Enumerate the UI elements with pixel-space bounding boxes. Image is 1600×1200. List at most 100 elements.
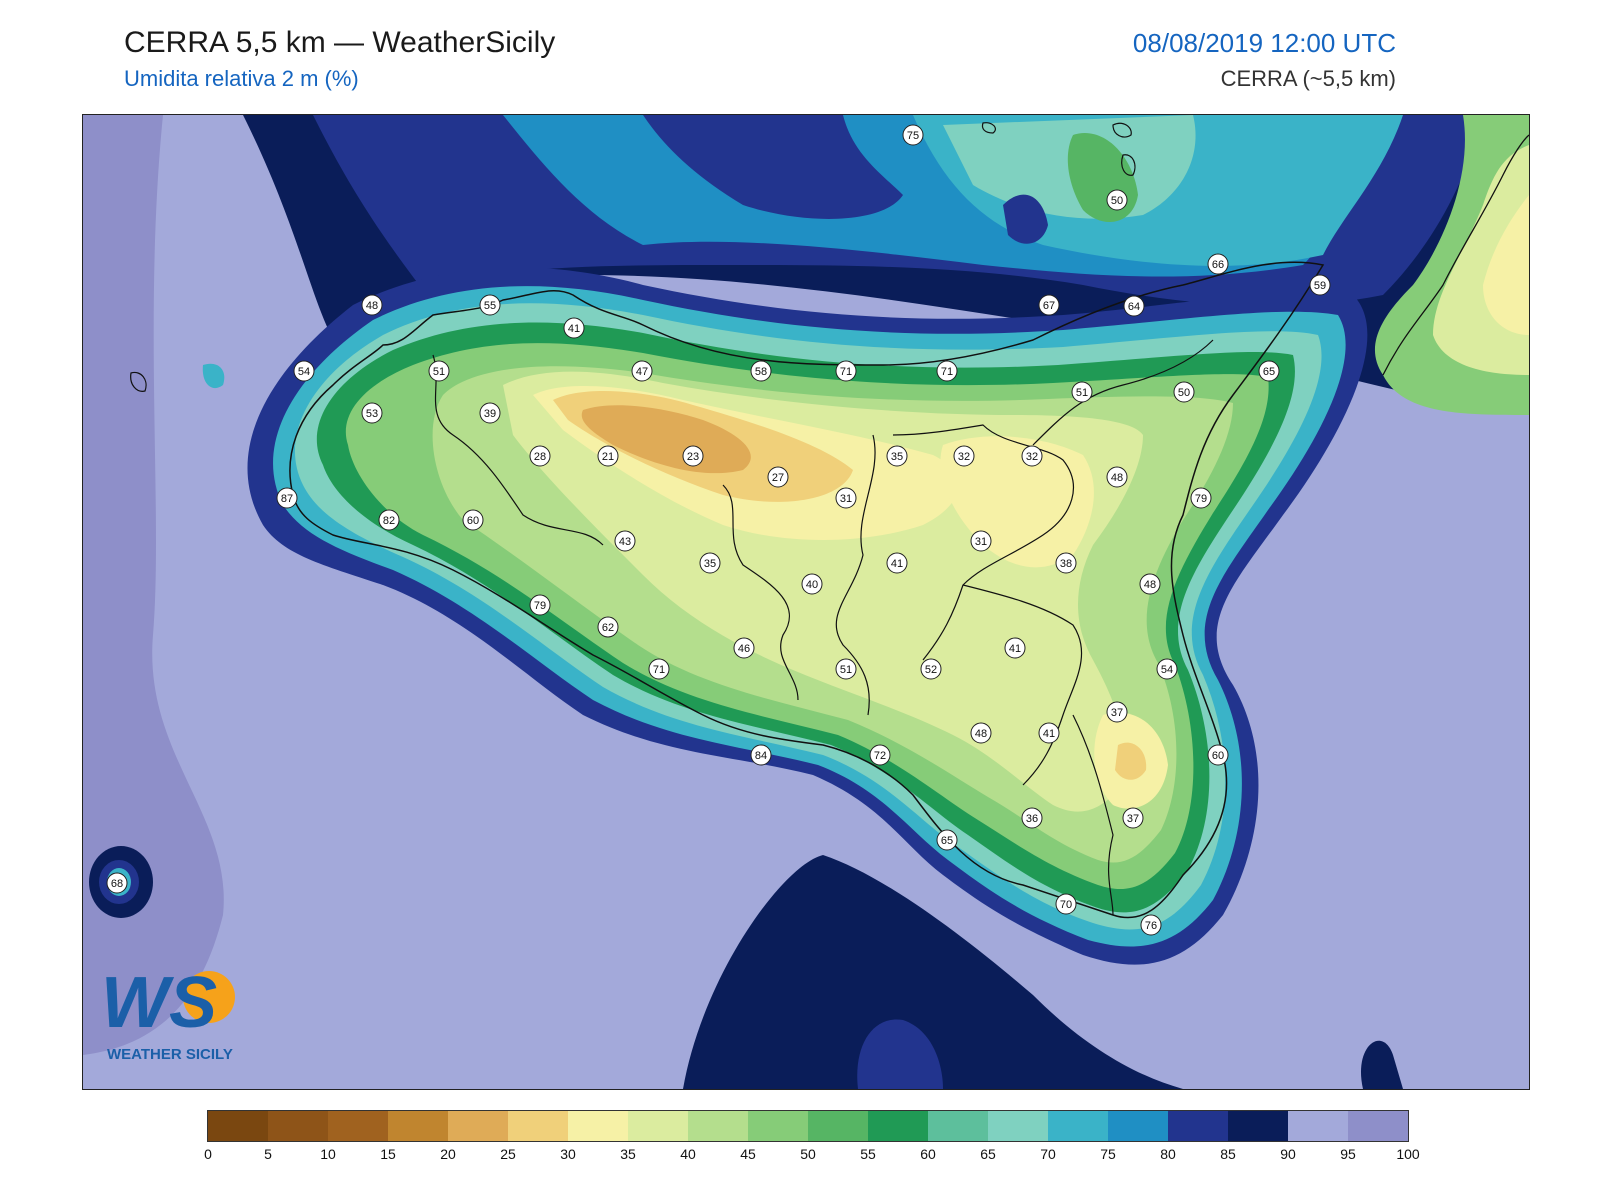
station-marker: 65 bbox=[936, 829, 958, 851]
station-value: 47 bbox=[636, 366, 648, 378]
legend-tick-label: 25 bbox=[500, 1146, 516, 1162]
station-marker: 87 bbox=[276, 487, 298, 509]
station-value: 65 bbox=[941, 835, 953, 847]
color-legend: 0 5 10 15 20 25 30 35 40 45 50 55 60 65 70 75 80 85 90 95 10… bbox=[204, 1110, 1420, 1162]
legend-swatch bbox=[568, 1111, 628, 1141]
legend-swatch bbox=[808, 1111, 868, 1141]
station-marker: 41 bbox=[563, 317, 585, 339]
station-marker: 72 bbox=[869, 744, 891, 766]
island-egadi bbox=[130, 371, 147, 392]
station-value: 55 bbox=[484, 300, 496, 312]
station-value: 37 bbox=[1111, 707, 1123, 719]
station-marker: 27 bbox=[767, 466, 789, 488]
station-marker: 28 bbox=[529, 445, 551, 467]
legend-tick-label: 65 bbox=[980, 1146, 996, 1162]
station-marker: 54 bbox=[293, 360, 315, 382]
map-title: CERRA 5,5 km — WeatherSicily bbox=[124, 26, 556, 59]
legend-swatch bbox=[1288, 1111, 1348, 1141]
province-border-catania bbox=[962, 584, 1083, 786]
legend-swatch bbox=[1168, 1111, 1228, 1141]
station-value: 71 bbox=[840, 366, 852, 378]
station-marker: 50 bbox=[1106, 189, 1128, 211]
station-value: 27 bbox=[772, 472, 784, 484]
station-value: 28 bbox=[534, 451, 546, 463]
legend-swatch bbox=[208, 1111, 268, 1141]
station-marker: 41 bbox=[1038, 722, 1060, 744]
legend-swatch bbox=[388, 1111, 448, 1141]
station-value: 58 bbox=[755, 366, 767, 378]
legend-swatch bbox=[1228, 1111, 1288, 1141]
station-value: 71 bbox=[941, 366, 953, 378]
station-value: 48 bbox=[1111, 472, 1123, 484]
station-marker: 71 bbox=[648, 658, 670, 680]
legend-swatch bbox=[1048, 1111, 1108, 1141]
station-marker: 48 bbox=[970, 722, 992, 744]
station-value: 59 bbox=[1314, 280, 1326, 292]
map-datetime: 08/08/2019 12:00 UTC bbox=[1132, 28, 1396, 58]
station-value: 52 bbox=[925, 664, 937, 676]
station-marker: 47 bbox=[631, 360, 653, 382]
station-value: 32 bbox=[958, 451, 970, 463]
station-marker: 71 bbox=[835, 360, 857, 382]
station-marker: 66 bbox=[1207, 253, 1229, 275]
legend-tick-label: 20 bbox=[440, 1146, 456, 1162]
station-marker: 48 bbox=[1139, 573, 1161, 595]
station-value: 66 bbox=[1212, 259, 1224, 271]
station-value: 48 bbox=[975, 728, 987, 740]
station-marker: 75 bbox=[902, 124, 924, 146]
station-value: 54 bbox=[298, 366, 310, 378]
station-value: 62 bbox=[602, 622, 614, 634]
legend-tick-label: 60 bbox=[920, 1146, 936, 1162]
legend-swatch bbox=[268, 1111, 328, 1141]
station-marker: 50 bbox=[1173, 381, 1195, 403]
station-marker: 51 bbox=[835, 658, 857, 680]
station-value: 38 bbox=[1060, 558, 1072, 570]
station-value: 82 bbox=[383, 515, 395, 527]
station-value: 70 bbox=[1060, 899, 1072, 911]
legend-tick-label: 95 bbox=[1340, 1146, 1356, 1162]
station-value: 48 bbox=[366, 300, 378, 312]
station-marker: 52 bbox=[920, 658, 942, 680]
station-marker: 31 bbox=[835, 487, 857, 509]
station-value: 35 bbox=[704, 558, 716, 570]
station-value: 37 bbox=[1127, 813, 1139, 825]
station-value: 64 bbox=[1128, 301, 1140, 313]
island-ustica bbox=[981, 122, 996, 134]
legend-tick-label: 55 bbox=[860, 1146, 876, 1162]
legend-tick-label: 70 bbox=[1040, 1146, 1056, 1162]
legend-swatch bbox=[868, 1111, 928, 1141]
model-label: CERRA (~5,5 km) bbox=[1220, 66, 1396, 91]
legend-tick-label: 5 bbox=[264, 1146, 272, 1162]
legend-tick-label: 50 bbox=[800, 1146, 816, 1162]
station-value: 79 bbox=[1195, 493, 1207, 505]
station-marker: 79 bbox=[529, 594, 551, 616]
station-marker: 60 bbox=[1207, 744, 1229, 766]
station-marker: 37 bbox=[1122, 807, 1144, 829]
station-value: 46 bbox=[738, 643, 750, 655]
legend-swatch bbox=[1348, 1111, 1408, 1141]
station-marker: 58 bbox=[750, 360, 772, 382]
station-marker: 39 bbox=[479, 402, 501, 424]
legend-tick-label: 90 bbox=[1280, 1146, 1296, 1162]
station-value: 41 bbox=[1043, 728, 1055, 740]
legend-swatch bbox=[328, 1111, 388, 1141]
island-lipari bbox=[1121, 154, 1136, 176]
tyrrhenian-cyan bbox=[643, 115, 903, 219]
sicily-band-25-se bbox=[1115, 742, 1147, 780]
legend-swatch bbox=[1108, 1111, 1168, 1141]
station-marker: 55 bbox=[479, 294, 501, 316]
legend-color-bar bbox=[207, 1110, 1409, 1142]
station-value: 51 bbox=[433, 366, 445, 378]
station-marker: 31 bbox=[970, 530, 992, 552]
station-marker: 54 bbox=[1156, 658, 1178, 680]
deep-sea-se bbox=[1360, 1040, 1403, 1089]
station-value: 87 bbox=[281, 493, 293, 505]
logo-sun-icon bbox=[183, 971, 235, 1023]
station-value: 76 bbox=[1145, 920, 1157, 932]
station-marker: 43 bbox=[614, 530, 636, 552]
station-marker: 79 bbox=[1190, 487, 1212, 509]
station-marker: 76 bbox=[1140, 914, 1162, 936]
station-value: 39 bbox=[484, 408, 496, 420]
station-value: 31 bbox=[975, 536, 987, 548]
station-marker: 35 bbox=[699, 552, 721, 574]
